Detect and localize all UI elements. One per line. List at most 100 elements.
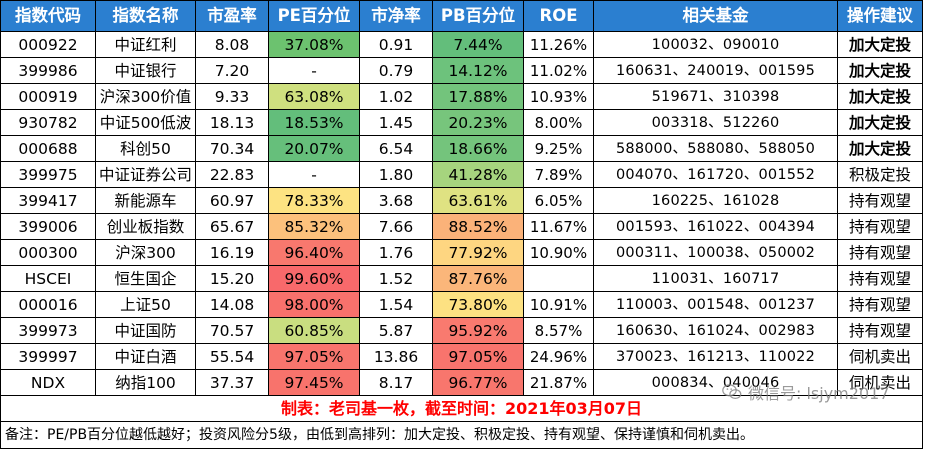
header-pb: 市净率 bbox=[359, 0, 433, 32]
cell-pe-percentile: - bbox=[268, 57, 360, 84]
cell-roe: 9.25% bbox=[523, 135, 594, 162]
cell-name: 科创50 bbox=[95, 135, 196, 162]
table-row: 930782 中证500低波 18.13 18.53% 1.45 20.23% 8.00% 0… bbox=[0, 109, 923, 136]
cell-roe: 8.00% bbox=[523, 109, 594, 136]
cell-pb: 8.17 bbox=[359, 369, 433, 396]
cell-pe-percentile: 99.60% bbox=[268, 265, 360, 292]
cell-pe: 7.20 bbox=[195, 57, 269, 84]
cell-action: 积极定投 bbox=[837, 161, 923, 188]
cell-pe-percentile: 96.40% bbox=[268, 239, 360, 266]
cell-pb-percentile: 63.61% bbox=[432, 187, 524, 214]
cell-code: HSCEI bbox=[0, 265, 96, 292]
cell-action: 加大定投 bbox=[837, 109, 923, 136]
table-row: 399417 新能源车 60.97 78.33% 3.68 63.61% 6.05% 1602… bbox=[0, 187, 923, 214]
header-pe-percentile: PE百分位 bbox=[268, 0, 360, 32]
cell-pb: 7.66 bbox=[359, 213, 433, 240]
table-row: 000300 沪深300 16.19 96.40% 1.76 77.92% 10.90% 00… bbox=[0, 239, 923, 266]
cell-pb-percentile: 97.05% bbox=[432, 343, 524, 370]
cell-pe: 70.57 bbox=[195, 317, 269, 344]
wechat-icon bbox=[722, 384, 742, 400]
cell-code: 399973 bbox=[0, 317, 96, 344]
cell-action: 持有观望 bbox=[837, 265, 923, 292]
cell-action: 伺机卖出 bbox=[837, 343, 923, 370]
cell-code: NDX bbox=[0, 369, 96, 396]
cell-name: 中证证券公司 bbox=[95, 161, 196, 188]
cell-pb: 3.68 bbox=[359, 187, 433, 214]
cell-code: 399417 bbox=[0, 187, 96, 214]
cell-name: 恒生国企 bbox=[95, 265, 196, 292]
cell-pb: 1.45 bbox=[359, 109, 433, 136]
cell-action: 持有观望 bbox=[837, 239, 923, 266]
table-row: 000016 上证50 14.08 98.00% 1.54 73.80% 10.91% 110… bbox=[0, 291, 923, 318]
cell-pb-percentile: 20.23% bbox=[432, 109, 524, 136]
cell-pb-percentile: 18.66% bbox=[432, 135, 524, 162]
cell-code: 399006 bbox=[0, 213, 96, 240]
cell-pe: 70.34 bbox=[195, 135, 269, 162]
table-body: 000922 中证红利 8.08 37.08% 0.91 7.44% 11.26% 10003… bbox=[0, 31, 923, 396]
footer-row: 制表：老司基一枚，截至时间：2021年03月07日 bbox=[0, 395, 923, 422]
cell-roe: 7.89% bbox=[523, 161, 594, 188]
cell-code: 000016 bbox=[0, 291, 96, 318]
table-row: 399973 中证国防 70.57 60.85% 5.87 95.92% 8.57% 1606… bbox=[0, 317, 923, 344]
cell-pb-percentile: 88.52% bbox=[432, 213, 524, 240]
cell-pb: 1.54 bbox=[359, 291, 433, 318]
cell-pb: 6.54 bbox=[359, 135, 433, 162]
cell-pb-percentile: 73.80% bbox=[432, 291, 524, 318]
cell-name: 沪深300 bbox=[95, 239, 196, 266]
cell-funds: 001593、161022、004394 bbox=[593, 213, 838, 240]
cell-funds: 003318、512260 bbox=[593, 109, 838, 136]
cell-pe: 18.13 bbox=[195, 109, 269, 136]
cell-action: 持有观望 bbox=[837, 317, 923, 344]
header-pb-percentile: PB百分位 bbox=[432, 0, 524, 32]
cell-pe-percentile: 63.08% bbox=[268, 83, 360, 110]
cell-pb: 1.76 bbox=[359, 239, 433, 266]
cell-action: 加大定投 bbox=[837, 57, 923, 84]
cell-pb: 1.52 bbox=[359, 265, 433, 292]
cell-pb-percentile: 87.76% bbox=[432, 265, 524, 292]
table-row: HSCEI 恒生国企 15.20 99.60% 1.52 87.76% 110031、160… bbox=[0, 265, 923, 292]
cell-pe-percentile: - bbox=[268, 161, 360, 188]
cell-pb-percentile: 41.28% bbox=[432, 161, 524, 188]
header-funds: 相关基金 bbox=[593, 0, 838, 32]
header-code: 指数代码 bbox=[0, 0, 96, 32]
watermark: 微信号: lsjym2017 bbox=[722, 379, 889, 405]
table-row: 000919 沪深300价值 9.33 63.08% 1.02 17.88% 10.93% 5… bbox=[0, 83, 923, 110]
cell-action: 加大定投 bbox=[837, 135, 923, 162]
cell-action: 加大定投 bbox=[837, 31, 923, 58]
cell-roe: 11.26% bbox=[523, 31, 594, 58]
cell-pe-percentile: 85.32% bbox=[268, 213, 360, 240]
cell-action: 加大定投 bbox=[837, 83, 923, 110]
cell-roe: 10.93% bbox=[523, 83, 594, 110]
header-pe: 市盈率 bbox=[195, 0, 269, 32]
cell-name: 中证国防 bbox=[95, 317, 196, 344]
cell-roe: 8.57% bbox=[523, 317, 594, 344]
cell-action: 持有观望 bbox=[837, 187, 923, 214]
note-row: 备注：PE/PB百分位越低越好；投资风险分5级，由低到高排列：加大定投、积极定投… bbox=[0, 421, 923, 449]
cell-roe: 11.67% bbox=[523, 213, 594, 240]
cell-code: 399975 bbox=[0, 161, 96, 188]
cell-roe: 10.91% bbox=[523, 291, 594, 318]
cell-name: 中证白酒 bbox=[95, 343, 196, 370]
cell-pe-percentile: 18.53% bbox=[268, 109, 360, 136]
cell-pe: 16.19 bbox=[195, 239, 269, 266]
table-row: 399975 中证证券公司 22.83-1.80 41.28% 7.89% 004070、… bbox=[0, 161, 923, 188]
cell-funds: 000311、100038、050002 bbox=[593, 239, 838, 266]
cell-funds: 100032、090010 bbox=[593, 31, 838, 58]
cell-pe: 9.33 bbox=[195, 83, 269, 110]
cell-pe: 60.97 bbox=[195, 187, 269, 214]
cell-name: 中证银行 bbox=[95, 57, 196, 84]
cell-name: 纳指100 bbox=[95, 369, 196, 396]
cell-pb: 13.86 bbox=[359, 343, 433, 370]
cell-roe: 11.02% bbox=[523, 57, 594, 84]
cell-pb: 0.91 bbox=[359, 31, 433, 58]
cell-roe bbox=[523, 265, 594, 292]
cell-pe: 55.54 bbox=[195, 343, 269, 370]
cell-pe: 65.67 bbox=[195, 213, 269, 240]
cell-funds: 370023、161213、110022 bbox=[593, 343, 838, 370]
cell-roe: 24.96% bbox=[523, 343, 594, 370]
cell-pe-percentile: 37.08% bbox=[268, 31, 360, 58]
cell-pb: 0.79 bbox=[359, 57, 433, 84]
cell-name: 新能源车 bbox=[95, 187, 196, 214]
cell-action: 伺机卖出 bbox=[837, 369, 923, 396]
header-name: 指数名称 bbox=[95, 0, 196, 32]
